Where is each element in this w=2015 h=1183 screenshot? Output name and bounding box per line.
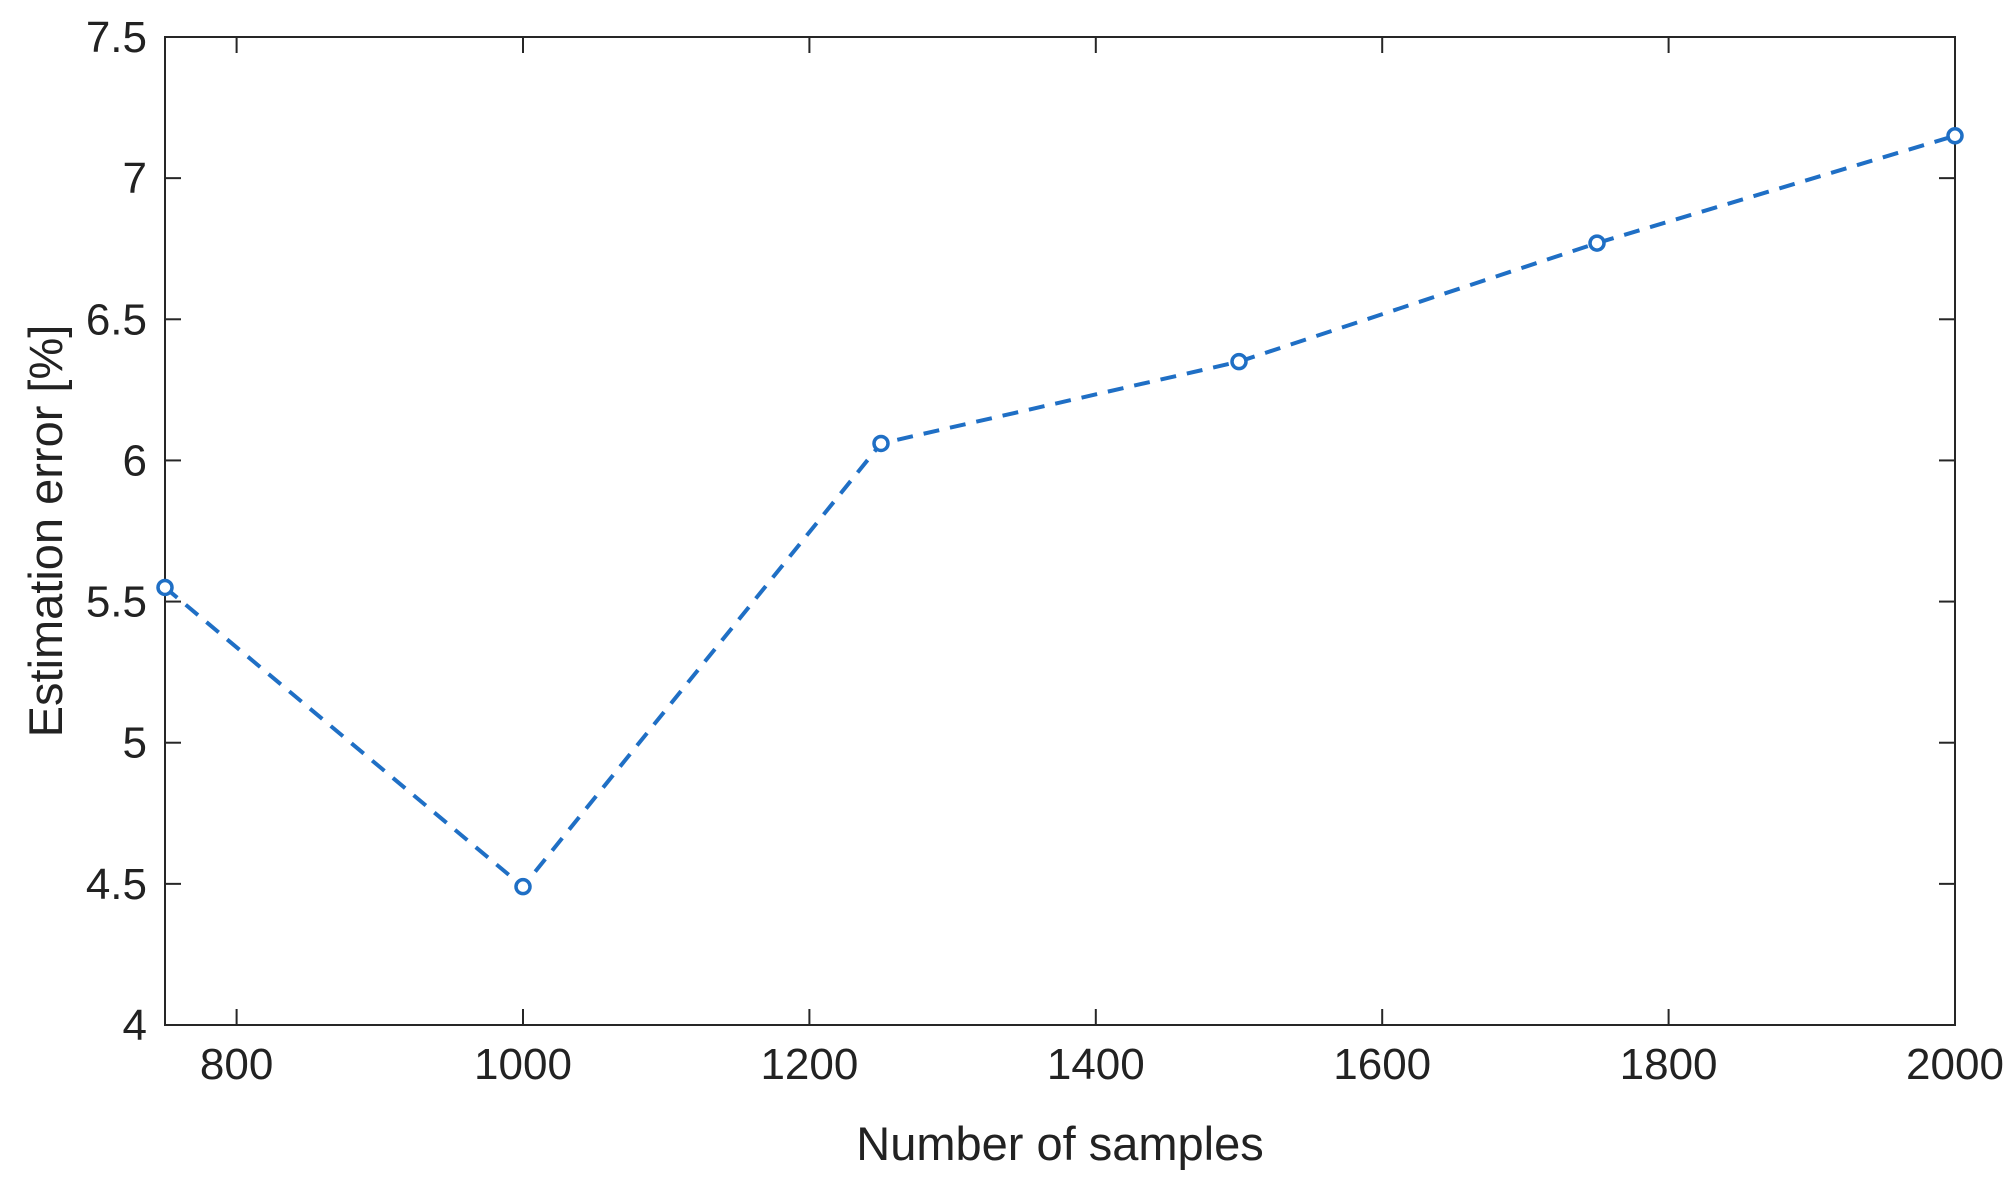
x-tick-label: 2000 [1906, 1040, 2004, 1089]
y-tick-label: 5 [123, 719, 147, 768]
y-tick-labels: 4 4.5 5 5.5 6 6.5 7 7.5 [86, 13, 147, 1050]
data-point-marker [872, 434, 890, 453]
y-tick-label: 7 [123, 154, 147, 203]
x-tick-label: 1800 [1620, 1040, 1718, 1089]
y-tick-label: 6 [123, 436, 147, 485]
data-point-marker [514, 877, 532, 896]
y-tick-label: 5.5 [86, 578, 147, 627]
axis-ticks [165, 36, 1956, 1026]
x-axis-title: Number of samples [856, 1117, 1264, 1170]
x-tick-label: 800 [200, 1040, 273, 1089]
x-tick-label: 1600 [1333, 1040, 1431, 1089]
x-tick-label: 1200 [760, 1040, 858, 1089]
y-tick-label: 6.5 [86, 295, 147, 344]
data-point-marker [1946, 127, 1964, 145]
series-line [163, 133, 1956, 890]
data-point-marker [156, 578, 174, 597]
plot-area [164, 36, 1956, 1026]
y-tick-label: 4.5 [86, 860, 147, 909]
y-tick-label: 4 [123, 1001, 147, 1050]
series-layer [156, 127, 1964, 896]
data-point-marker [1230, 352, 1248, 371]
y-tick-label: 7.5 [86, 13, 147, 62]
x-tick-label: 1400 [1047, 1040, 1145, 1089]
x-tick-label: 1000 [474, 1040, 572, 1089]
x-tick-labels: 800 1000 1200 1400 1600 1800 2000 [200, 1040, 2004, 1089]
y-axis-title: Estimation error [%] [19, 325, 72, 738]
data-point-marker [1588, 234, 1606, 252]
